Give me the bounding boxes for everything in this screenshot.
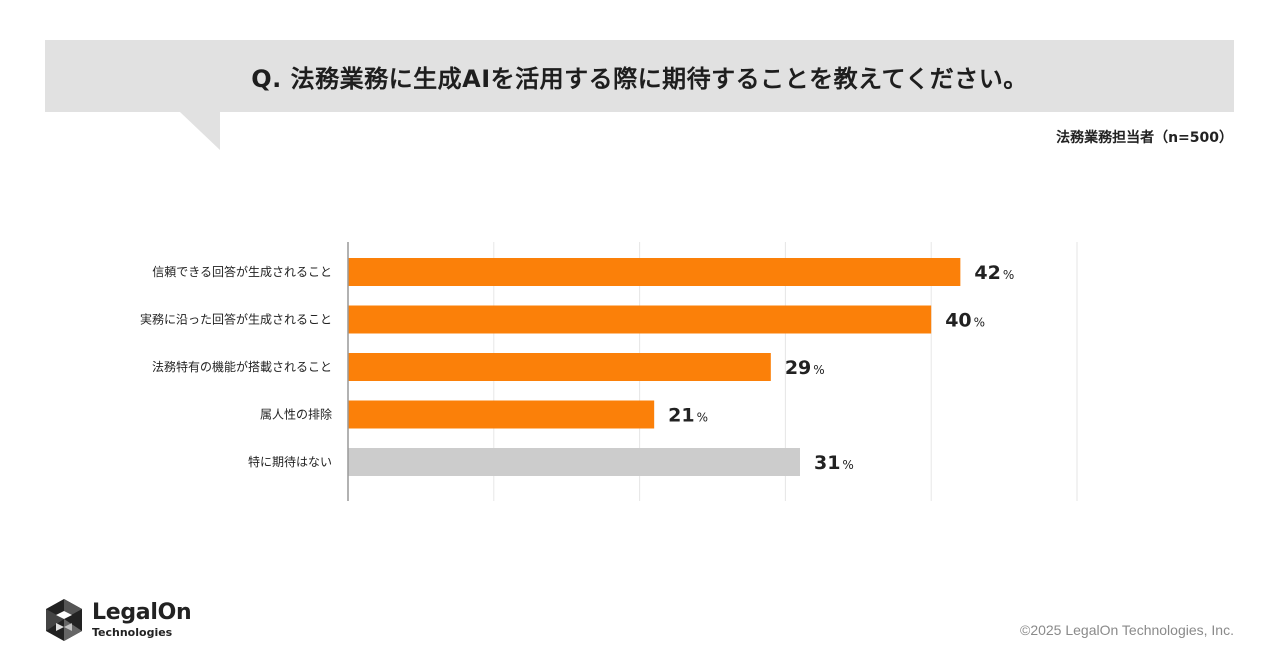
bar [348, 305, 932, 334]
question-title: Q. 法務業務に生成AIを活用する際に期待することを教えてください。 [251, 64, 1028, 93]
brand-subtitle: Technologies [92, 626, 173, 639]
value-label: 29% [785, 357, 825, 379]
value-label: 31% [814, 452, 854, 474]
brand-logo: LegalOn Technologies [44, 598, 192, 642]
category-label: 実務に沿った回答が生成されること [140, 312, 332, 327]
category-label: 法務特有の機能が搭載されること [152, 359, 332, 374]
bar [348, 258, 961, 286]
speech-bubble-tail [180, 112, 220, 150]
value-label: 21% [668, 405, 708, 427]
category-label: 属人性の排除 [260, 407, 332, 422]
bar [348, 353, 771, 381]
respondents-note: 法務業務担当者（n=500） [1056, 130, 1233, 146]
brand-name: LegalOn [92, 600, 192, 625]
value-label: 42% [974, 262, 1014, 284]
copyright-text: ©2025 LegalOn Technologies, Inc. [1020, 622, 1234, 638]
category-label: 特に期待はない [248, 454, 332, 469]
category-label: 信頼できる回答が生成されること [152, 264, 332, 279]
bar [348, 448, 800, 476]
bar [348, 400, 655, 429]
legalon-logo-icon [46, 599, 82, 641]
question-banner [45, 40, 1234, 112]
value-label: 40% [945, 310, 985, 332]
